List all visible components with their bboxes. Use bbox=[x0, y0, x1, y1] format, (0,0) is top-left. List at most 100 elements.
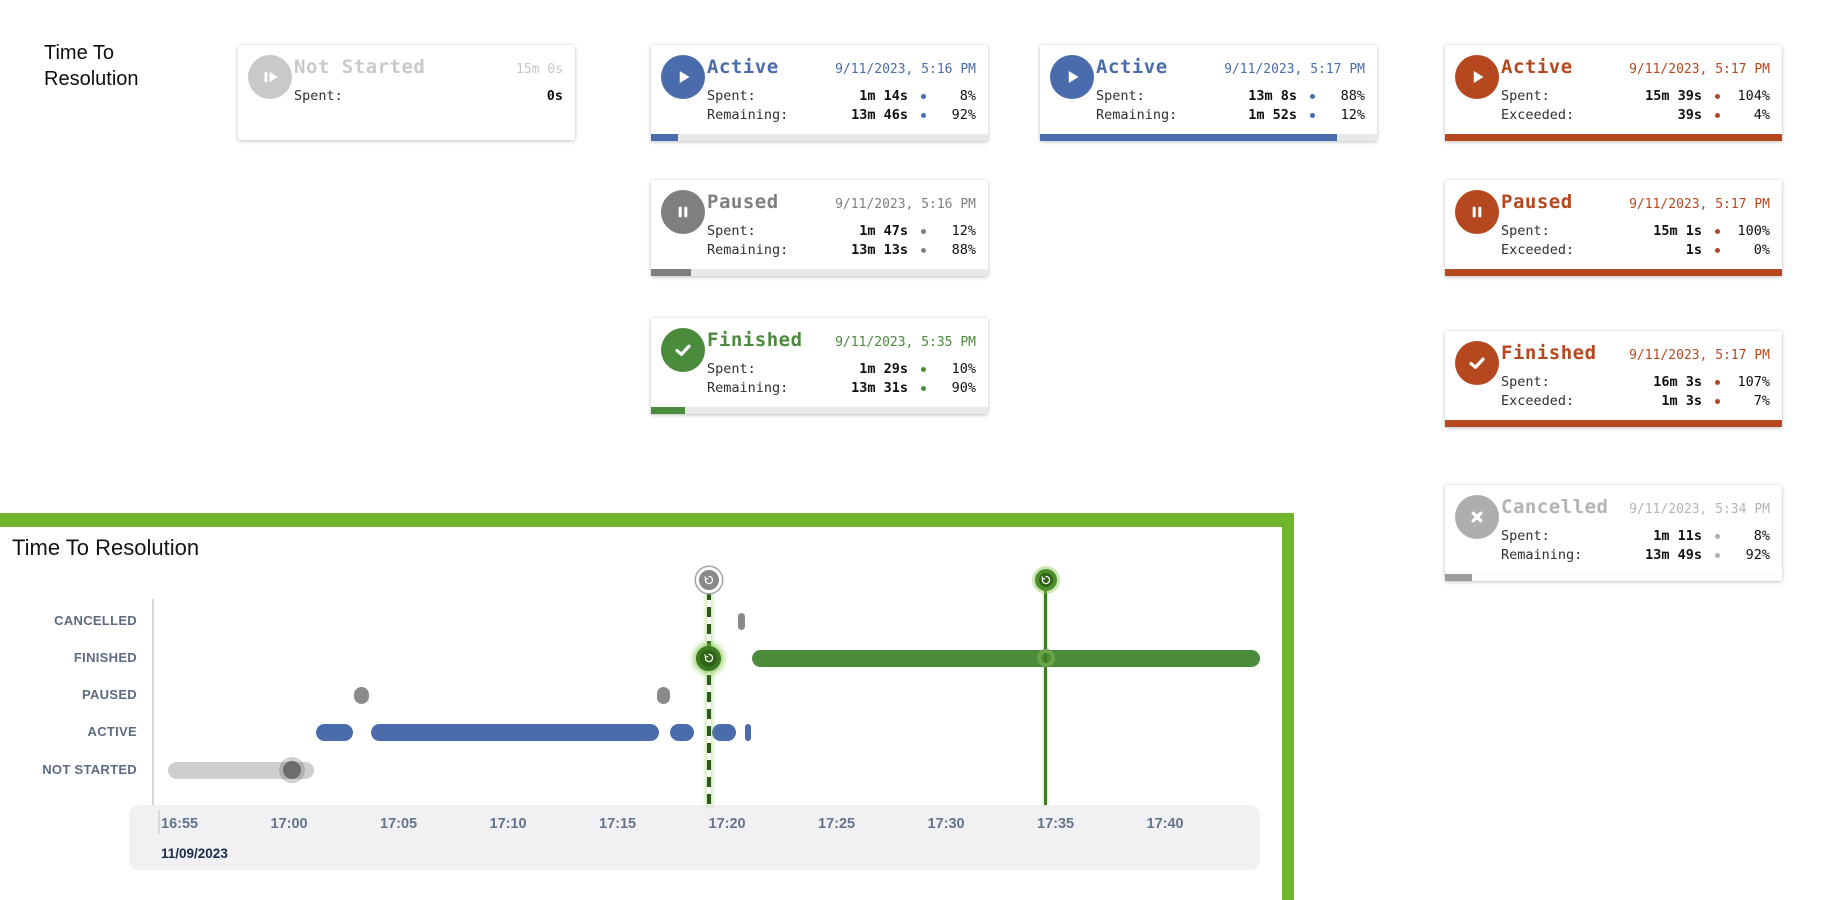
y-axis-label: CANCELLED bbox=[54, 613, 137, 628]
play-icon bbox=[661, 55, 705, 99]
allotted-time: 15m 0s bbox=[516, 62, 563, 77]
timeline-segment[interactable] bbox=[168, 761, 315, 779]
progress-track bbox=[1445, 574, 1782, 581]
status-card-paused: Paused 9/11/2023, 5:16 PM Spent: 1m 47s … bbox=[651, 180, 988, 276]
row-value: 15m 1s bbox=[1653, 223, 1702, 239]
y-axis-label: ACTIVE bbox=[87, 724, 137, 739]
x-axis-tick-label: 17:05 bbox=[380, 816, 418, 832]
progress-track bbox=[651, 134, 988, 141]
bullet-icon bbox=[921, 94, 926, 99]
x-axis-tick-label: 17:25 bbox=[818, 816, 856, 832]
not-started-event-marker[interactable] bbox=[283, 761, 302, 779]
x-axis-tick-label: 17:10 bbox=[489, 816, 527, 832]
chart-title: Time To Resolution bbox=[12, 535, 200, 560]
row-percent: 107% bbox=[1737, 374, 1770, 390]
status-title: Cancelled bbox=[1501, 496, 1609, 518]
panel-accent-right bbox=[1282, 513, 1294, 900]
bullet-icon bbox=[921, 386, 926, 391]
progress-fill bbox=[651, 269, 692, 276]
row-label: Remaining: bbox=[707, 380, 789, 396]
axis-date-label: 11/09/2023 bbox=[161, 846, 228, 861]
timeline-segment[interactable] bbox=[657, 686, 671, 704]
row-percent: 104% bbox=[1737, 88, 1770, 104]
check-icon bbox=[661, 328, 705, 372]
row-value: 13m 8s bbox=[1248, 88, 1297, 104]
status-title: Active bbox=[1501, 56, 1573, 78]
status-card-finished: Finished 9/11/2023, 5:35 PM Spent: 1m 29… bbox=[651, 318, 988, 414]
timeline-segment[interactable] bbox=[370, 723, 660, 741]
x-axis-tick-label: 16:55 bbox=[161, 816, 199, 832]
metric-row: Spent: 1m 11s 8% bbox=[1501, 527, 1770, 546]
timeline-segment[interactable] bbox=[745, 723, 751, 741]
row-value: 13m 49s bbox=[1645, 547, 1702, 563]
x-icon bbox=[1455, 495, 1499, 539]
bullet-icon bbox=[1715, 113, 1720, 118]
row-percent: 90% bbox=[951, 380, 976, 396]
status-title: Not Started bbox=[294, 56, 426, 78]
bullet-icon bbox=[1715, 399, 1720, 404]
row-label: Exceeded: bbox=[1501, 242, 1575, 258]
row-percent: 12% bbox=[951, 223, 976, 239]
row-label: Exceeded: bbox=[1501, 107, 1575, 123]
status-title: Paused bbox=[1501, 191, 1573, 213]
row-label: Spent: bbox=[1501, 88, 1550, 104]
status-card-not-started: Not Started 15m 0s Spent: 0s bbox=[238, 45, 575, 140]
row-label: Spent: bbox=[1501, 223, 1550, 239]
status-title: Active bbox=[1096, 56, 1168, 78]
status-card-paused-overdue: Paused 9/11/2023, 5:17 PM Spent: 15m 1s … bbox=[1445, 180, 1782, 276]
history-marker-gray[interactable] bbox=[695, 567, 722, 593]
row-percent: 0% bbox=[1753, 242, 1770, 258]
y-axis-line bbox=[152, 599, 154, 815]
row-percent: 10% bbox=[951, 361, 976, 377]
play-icon bbox=[1455, 55, 1499, 99]
x-axis: 11/09/2023 16:55 17:00 17:05 17:10 17:15 17:2… bbox=[129, 805, 1260, 870]
row-label: Exceeded: bbox=[1501, 393, 1575, 409]
row-percent: 88% bbox=[1340, 88, 1365, 104]
x-axis-tick-label: 17:40 bbox=[1146, 816, 1184, 832]
axis-origin-tick bbox=[158, 810, 160, 834]
bullet-icon bbox=[1715, 248, 1720, 253]
history-marker-green[interactable] bbox=[696, 645, 721, 671]
y-axis-label: FINISHED bbox=[73, 650, 137, 665]
timeline-segment[interactable] bbox=[670, 723, 694, 741]
timeline-segment[interactable] bbox=[737, 612, 745, 630]
progress-track bbox=[651, 407, 988, 414]
progress-fill bbox=[1445, 269, 1782, 276]
row-label: Spent: bbox=[707, 88, 756, 104]
bullet-icon bbox=[921, 367, 926, 372]
timeline-segment[interactable] bbox=[316, 723, 353, 741]
status-card-active-overdue: Active 9/11/2023, 5:17 PM Spent: 15m 39s… bbox=[1445, 45, 1782, 141]
status-timestamp: 9/11/2023, 5:17 PM bbox=[1224, 62, 1365, 77]
bullet-icon bbox=[921, 248, 926, 253]
timeline-segment[interactable] bbox=[752, 649, 1260, 667]
bullet-icon bbox=[1715, 229, 1720, 234]
status-card-cancelled: Cancelled 9/11/2023, 5:34 PM Spent: 1m 1… bbox=[1445, 485, 1782, 581]
status-timestamp: 9/11/2023, 5:17 PM bbox=[1629, 62, 1770, 77]
row-label: Spent: bbox=[1096, 88, 1145, 104]
metric-row: Exceeded: 39s 4% bbox=[1501, 106, 1770, 125]
metric-row: Exceeded: 1m 3s 7% bbox=[1501, 392, 1770, 411]
row-label: Spent: bbox=[1501, 374, 1550, 390]
status-timestamp: 9/11/2023, 5:16 PM bbox=[835, 62, 976, 77]
panel-accent-top bbox=[0, 513, 1294, 527]
timeline-segment[interactable] bbox=[712, 723, 736, 741]
bullet-icon bbox=[1310, 94, 1315, 99]
progress-track bbox=[651, 269, 988, 276]
status-timestamp: 9/11/2023, 5:35 PM bbox=[835, 335, 976, 350]
row-value: 1s bbox=[1685, 242, 1702, 258]
row-value: 1m 3s bbox=[1661, 393, 1702, 409]
finish-marker-ring[interactable] bbox=[1037, 649, 1056, 667]
row-value: 1m 29s bbox=[859, 361, 908, 377]
metric-row: Exceeded: 1s 0% bbox=[1501, 241, 1770, 260]
row-value: 0s bbox=[546, 88, 563, 104]
finish-marker-top[interactable] bbox=[1035, 569, 1058, 591]
timeline-segment[interactable] bbox=[354, 686, 370, 704]
status-timestamp: 9/11/2023, 5:17 PM bbox=[1629, 348, 1770, 363]
bullet-icon bbox=[1715, 553, 1720, 558]
row-value: 13m 46s bbox=[851, 107, 908, 123]
row-percent: 92% bbox=[951, 107, 976, 123]
status-title: Paused bbox=[707, 191, 779, 213]
metric-row: Remaining: 13m 31s 90% bbox=[707, 379, 976, 398]
progress-fill bbox=[1445, 574, 1472, 581]
pause-icon bbox=[1455, 190, 1499, 234]
